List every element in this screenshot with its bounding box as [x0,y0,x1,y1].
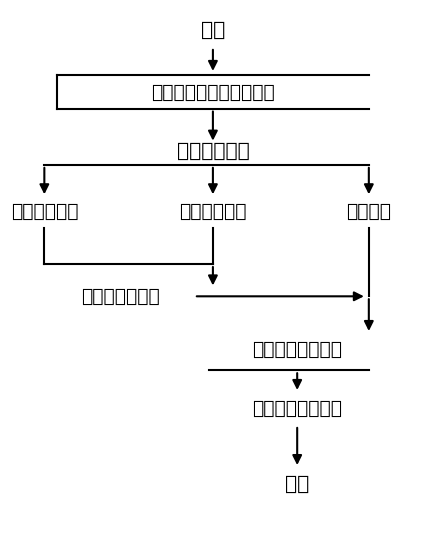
Text: 计算加权马氏距离: 计算加权马氏距离 [252,341,342,360]
Text: 判别样本归属状态: 判别样本归属状态 [252,399,342,418]
Text: 开始: 开始 [201,22,225,40]
Text: 计算协方差矩阵: 计算协方差矩阵 [81,287,159,306]
Text: 设置权重: 设置权重 [346,202,391,221]
Text: 结束: 结束 [285,474,309,494]
Text: 设置均值向量: 设置均值向量 [179,202,246,221]
Text: 设置参考矩阵: 设置参考矩阵 [11,202,78,221]
Text: 生成气体含量的数据向量: 生成气体含量的数据向量 [151,82,275,101]
Text: 设置参考矩阵: 设置参考矩阵 [176,142,249,161]
